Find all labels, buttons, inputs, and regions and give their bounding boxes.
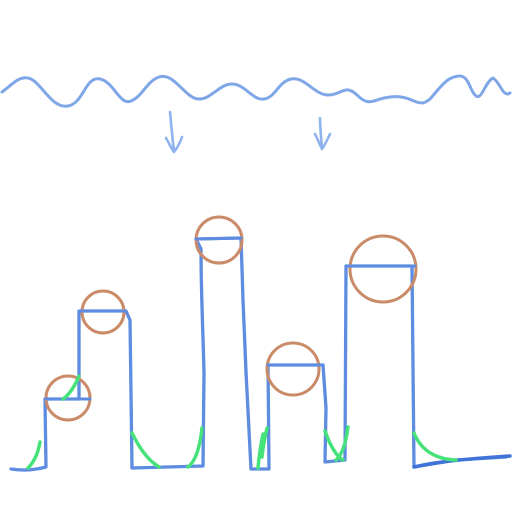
ball-3 — [194, 215, 244, 265]
grass-layer — [26, 374, 458, 470]
grass-tuft-6 — [260, 426, 269, 459]
grass-tuft-3 — [130, 431, 161, 469]
grass-tuft-1 — [26, 440, 42, 470]
ball-2 — [79, 289, 128, 335]
grass-tuft-9 — [412, 431, 458, 462]
balls-layer — [44, 215, 418, 422]
grass-tuft-8 — [334, 425, 350, 462]
ball-4 — [265, 341, 325, 397]
grass-tuft-2 — [61, 374, 81, 401]
ball-1 — [44, 374, 92, 422]
drop-arrow-right — [313, 116, 332, 151]
grass-tuft-5 — [256, 432, 265, 470]
ball-5 — [344, 234, 418, 304]
grass-tuft-7 — [323, 429, 345, 462]
drop-arrow-left — [164, 110, 184, 154]
wave-surface — [0, 74, 512, 108]
grass-tuft-4 — [186, 426, 204, 469]
